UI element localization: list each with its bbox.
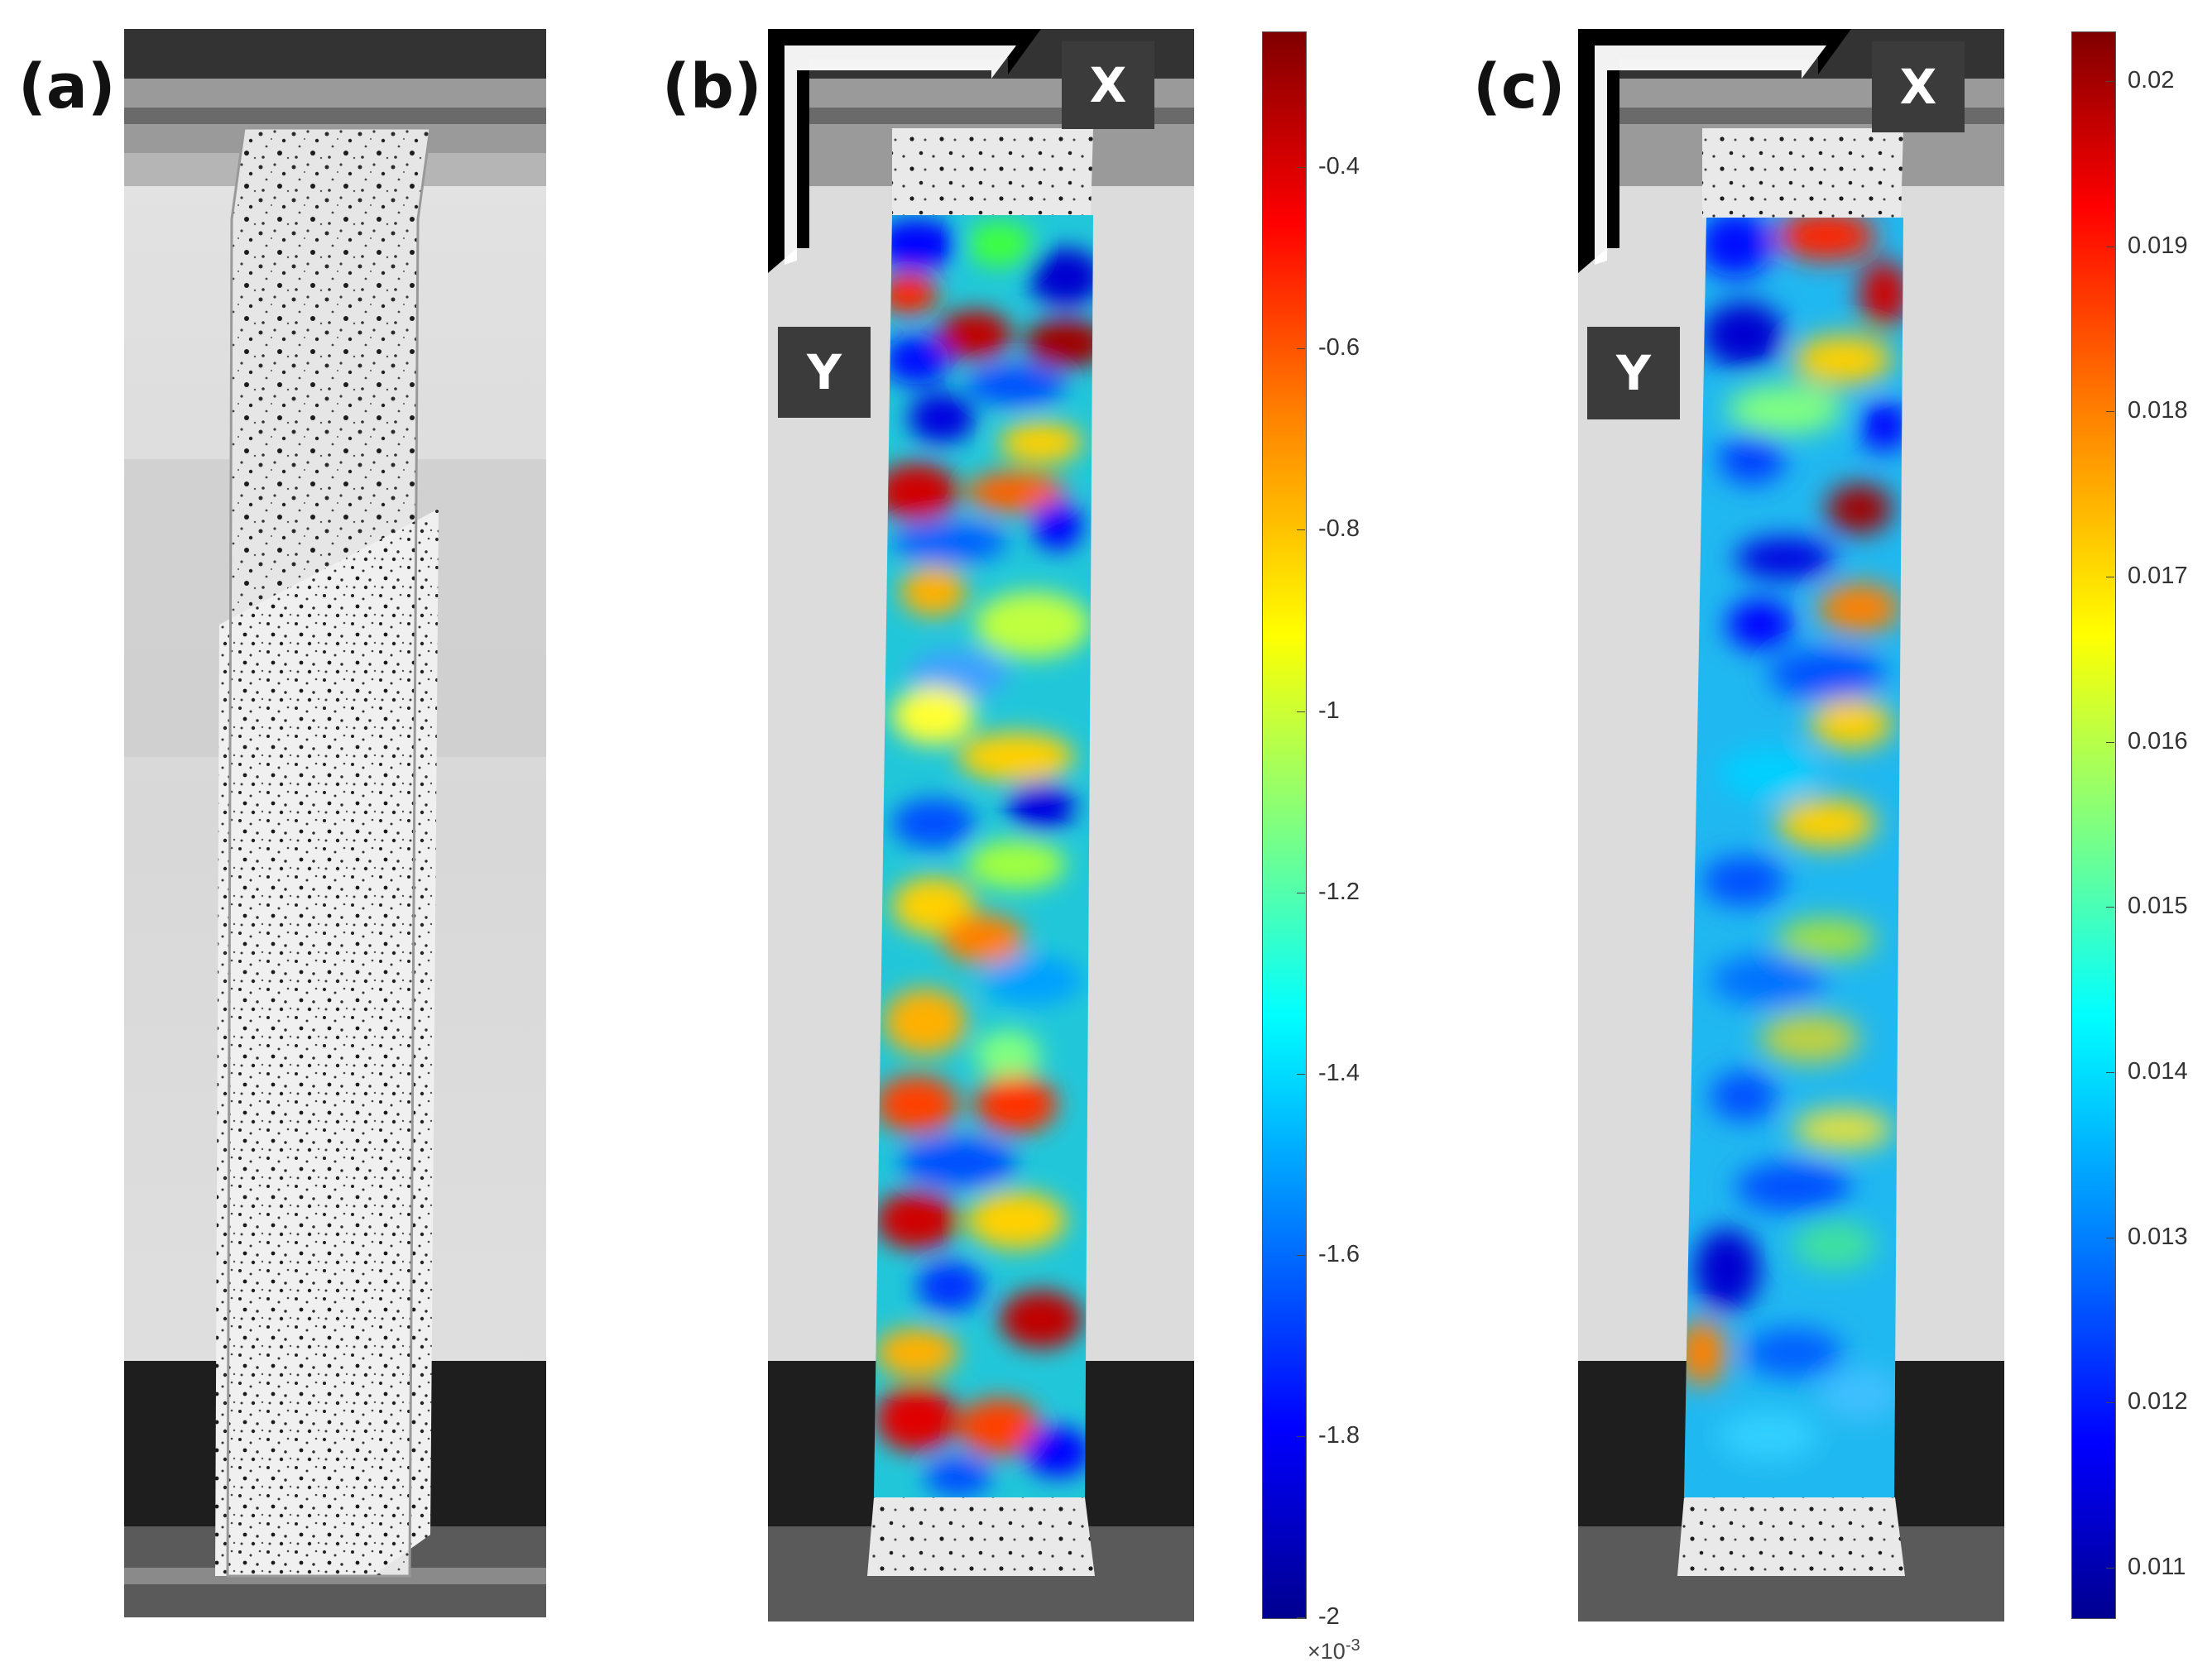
strain-map-c	[1578, 29, 2004, 1621]
colorbar-tick-mark	[1297, 1074, 1305, 1075]
colorbar-tick-mark	[1297, 1436, 1305, 1437]
colorbar-b-exponent: ×10-3	[1308, 1636, 1360, 1665]
colorbar-tick-label: 0.011	[2128, 1554, 2186, 1580]
colorbar-tick-label: -0.6	[1318, 334, 1360, 361]
axis-x-label-b: X	[1062, 41, 1154, 129]
strain-map-b	[768, 29, 1194, 1621]
colorbar-tick-label: -1.4	[1318, 1060, 1360, 1086]
colorbar-b	[1262, 31, 1307, 1619]
colorbar-tick-mark	[1297, 1617, 1305, 1618]
axis-y-label-b: Y	[778, 327, 871, 418]
colorbar-tick-label: 0.017	[2128, 563, 2188, 589]
colorbar-tick-label: 0.014	[2128, 1058, 2188, 1085]
panel-a-label: (a)	[18, 51, 116, 122]
colorbar-tick-label: -1.6	[1318, 1241, 1360, 1267]
colorbar-tick-mark	[2106, 907, 2114, 908]
colorbar-tick-mark	[1297, 1255, 1305, 1256]
colorbar-tick-mark	[2106, 1402, 2114, 1403]
panel-b-label: (b)	[662, 51, 762, 122]
colorbar-tick-label: -1.8	[1318, 1422, 1360, 1449]
axis-y-label-c: Y	[1587, 327, 1680, 419]
colorbar-c	[2071, 31, 2116, 1619]
colorbar-tick-label: -1	[1318, 697, 1340, 724]
colorbar-tick-mark	[1297, 348, 1305, 349]
colorbar-tick-mark	[2106, 1072, 2114, 1073]
colorbar-tick-label: 0.02	[2128, 67, 2175, 93]
colorbar-tick-mark	[2106, 742, 2114, 743]
colorbar-tick-label: 0.018	[2128, 397, 2188, 424]
exponent-base: ×10	[1308, 1639, 1346, 1664]
panel-c-label: (c)	[1473, 51, 1566, 122]
colorbar-tick-label: 0.012	[2128, 1388, 2188, 1415]
colorbar-tick-label: 0.013	[2128, 1224, 2188, 1250]
colorbar-tick-label: 0.019	[2128, 232, 2188, 259]
colorbar-tick-label: 0.015	[2128, 893, 2188, 919]
colorbar-tick-label: -2	[1318, 1603, 1340, 1630]
colorbar-tick-label: -0.4	[1318, 153, 1360, 180]
specimen-photo-a	[124, 29, 546, 1617]
colorbar-tick-mark	[1297, 529, 1305, 530]
colorbar-tick-mark	[2106, 1568, 2114, 1569]
colorbar-tick-mark	[1297, 711, 1305, 712]
colorbar-tick-label: -0.8	[1318, 515, 1360, 542]
colorbar-tick-mark	[2106, 411, 2114, 412]
colorbar-tick-mark	[1297, 167, 1305, 168]
axis-x-label-c: X	[1872, 41, 1965, 132]
colorbar-tick-label: -1.2	[1318, 879, 1360, 905]
exponent-power: -3	[1345, 1636, 1360, 1655]
colorbar-tick-label: 0.016	[2128, 728, 2188, 754]
colorbar-tick-mark	[2106, 81, 2114, 82]
